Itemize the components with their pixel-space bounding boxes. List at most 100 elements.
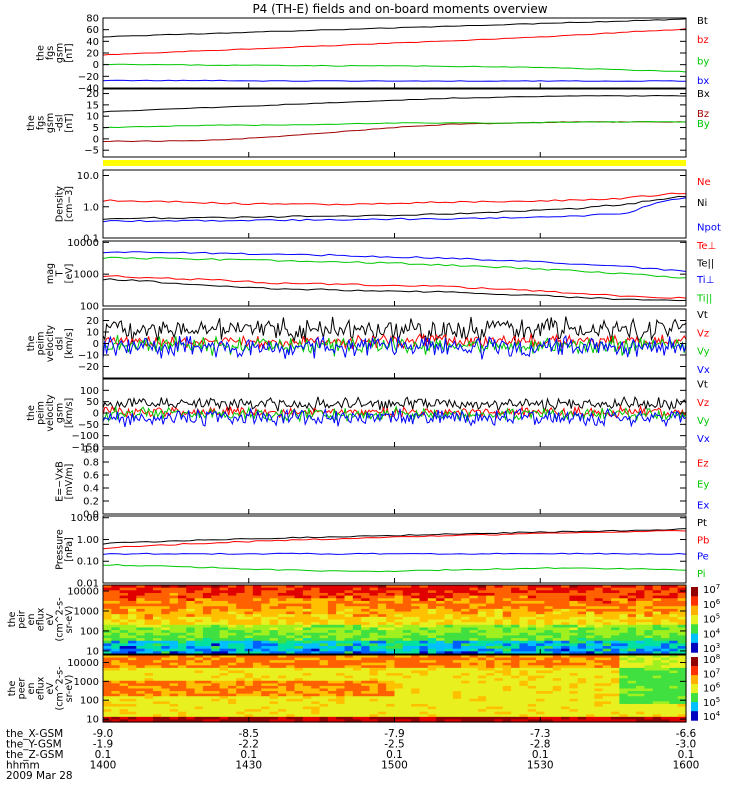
y-tick-label: 100 [80, 302, 99, 313]
spectrogram-cell [194, 622, 204, 626]
spectrogram-cell [444, 673, 454, 677]
spectrogram-cell [186, 719, 196, 723]
spectrogram-cell [494, 693, 504, 697]
spectrogram-cell [561, 701, 570, 705]
spectrogram-cell [211, 600, 221, 605]
spectrogram-cell [444, 662, 454, 666]
spectrogram-cell [344, 603, 354, 607]
spectrogram-cell [627, 657, 637, 661]
spectrogram-cell [136, 648, 146, 652]
spectrogram-cell [219, 719, 229, 723]
spectrogram-cell [386, 627, 396, 631]
spectrogram-cell [302, 675, 312, 679]
spectrogram-cell [269, 616, 279, 621]
spectrogram-cell [486, 660, 496, 664]
spectrogram-cell [494, 680, 504, 684]
spectrogram-cell [127, 622, 137, 626]
spectrogram-cell [261, 691, 271, 695]
spectrogram-cell [252, 630, 262, 634]
spectrogram-cell [636, 632, 645, 637]
spectrogram-cell [502, 624, 512, 629]
y-axis-label: eV [45, 682, 56, 695]
spectrogram-cell [677, 648, 687, 652]
spectrogram-cell [577, 680, 587, 684]
spectrogram-cell [677, 587, 687, 591]
spectrogram-cell [394, 632, 404, 637]
spectrogram-cell [361, 587, 371, 591]
spectrogram-cell [594, 600, 604, 605]
chart-title: P4 (TH-E) fields and on-board moments ov… [252, 2, 547, 16]
spectrogram-cell [436, 655, 446, 659]
spectrogram-cell [419, 698, 429, 702]
spectrogram-cell [519, 632, 529, 637]
spectrogram-cell [377, 651, 387, 655]
legend-Vy: Vy [697, 416, 710, 427]
ephemeris-value: -6.6 [676, 728, 697, 740]
spectrogram-cell [636, 655, 645, 659]
spectrogram-cell [469, 680, 479, 684]
spectrogram-cell [377, 643, 387, 647]
spectrogram-cell [261, 632, 271, 637]
spectrogram-cell [469, 638, 479, 642]
spectrogram-cell [161, 714, 171, 718]
spectrogram-cell [511, 606, 521, 610]
spectrogram-cell [627, 608, 637, 613]
spectrogram-cell [186, 701, 196, 705]
spectrogram-cell [569, 590, 579, 594]
spectrogram-cell [452, 648, 462, 652]
spectrogram-cell [586, 685, 595, 690]
spectrogram-cell [352, 646, 362, 650]
spectrogram-cell [136, 657, 146, 661]
spectrogram-cell [619, 667, 629, 672]
spectrogram-cell [636, 640, 645, 644]
spectrogram-cell [336, 595, 346, 599]
spectrogram-cell [344, 600, 354, 605]
spectrogram-cell [319, 685, 329, 690]
spectrogram-cell [419, 665, 429, 669]
spectrogram-cell [177, 587, 187, 591]
spectrogram-cell [419, 592, 429, 597]
spectrogram-cell [161, 719, 171, 723]
spectrogram-cell [294, 606, 304, 610]
spectrogram-cell [336, 643, 346, 647]
spectrogram-cell [294, 691, 304, 695]
spectrogram-cell [644, 714, 654, 718]
spectrogram-cell [644, 701, 654, 705]
spectrogram-cell [319, 670, 329, 674]
spectrogram-cell [669, 648, 679, 652]
spectrogram-cell [611, 685, 620, 690]
spectrogram-cell [586, 670, 595, 674]
spectrogram-cell [236, 703, 246, 708]
spectrogram-cell [252, 683, 262, 687]
panel-electron-spectrogram: 10810710610510410000100010010thepeerenef… [7, 653, 721, 726]
spectrogram-cell [552, 706, 562, 710]
spectrogram-cell [302, 716, 312, 721]
spectrogram-cell [486, 640, 496, 644]
spectrogram-cell [677, 630, 687, 634]
spectrogram-cell [186, 716, 196, 721]
spectrogram-cell [511, 678, 521, 682]
spectrogram-cell [103, 648, 112, 652]
spectrogram-cell [677, 714, 687, 718]
spectrogram-cell [227, 670, 237, 674]
spectrogram-cell [377, 688, 387, 692]
spectrogram-cell [344, 691, 354, 695]
spectrogram-cell [336, 667, 346, 672]
spectrogram-cell [152, 660, 162, 664]
spectrogram-cell [444, 600, 454, 605]
spectrogram-cell [636, 706, 645, 710]
spectrogram-cell [319, 719, 329, 723]
spectrogram-cell [319, 592, 329, 597]
spectrogram-cell [586, 635, 595, 639]
spectrogram-cell [394, 691, 404, 695]
spectrogram-cell [369, 691, 379, 695]
spectrogram-cell [103, 624, 112, 629]
spectrogram-cell [194, 660, 204, 664]
spectrogram-cell [652, 714, 662, 718]
spectrogram-cell [219, 709, 229, 713]
spectrogram-cell [252, 719, 262, 723]
spectrogram-cell [252, 651, 262, 655]
spectrogram-cell [286, 685, 296, 690]
spectrogram-cell [577, 595, 587, 599]
spectrogram-cell [344, 598, 354, 602]
